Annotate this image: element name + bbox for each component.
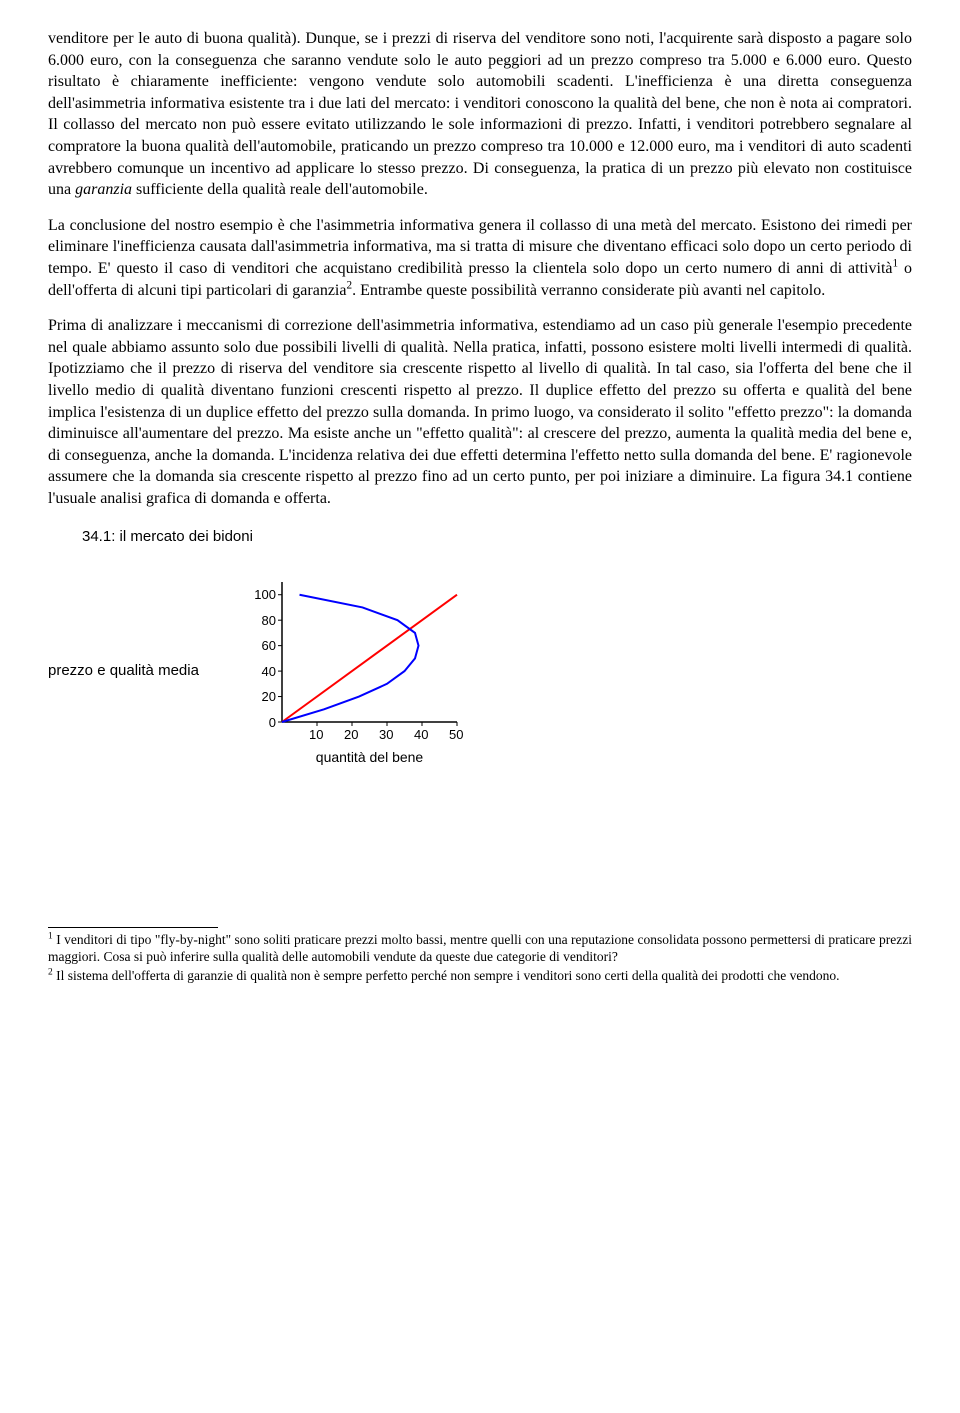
x-tick-label: 40 xyxy=(414,726,428,744)
text: venditore per le auto di buona qualità).… xyxy=(48,30,912,198)
italic-text: garanzia xyxy=(75,181,132,198)
footnote-text-2: Il sistema dell'offerta di garanzie di q… xyxy=(53,968,840,983)
text: . Entrambe queste possibilità verranno c… xyxy=(352,282,825,299)
supply-line xyxy=(282,594,457,721)
chart-svg xyxy=(248,576,463,740)
x-tick-label: 30 xyxy=(379,726,393,744)
paragraph-2: La conclusione del nostro esempio è che … xyxy=(48,215,912,301)
demand-curve xyxy=(282,594,419,721)
paragraph-1: venditore per le auto di buona qualità).… xyxy=(48,28,912,201)
y-tick-label: 60 xyxy=(262,637,276,655)
chart: quantità del bene 0 20 40 60 80 100 10 20 30 40 50 xyxy=(248,576,463,767)
y-tick-label: 0 xyxy=(269,714,276,732)
figure-34-1: 34.1: il mercato dei bidoni prezzo e qua… xyxy=(48,527,912,767)
figure-y-label: prezzo e qualità media xyxy=(48,661,238,681)
paragraph-3: Prima di analizzare i meccanismi di corr… xyxy=(48,315,912,509)
footnote-2: 2 Il sistema dell'offerta di garanzie di… xyxy=(48,968,912,985)
x-tick-label: 10 xyxy=(309,726,323,744)
y-tick-label: 80 xyxy=(262,612,276,630)
text: Prima di analizzare i meccanismi di corr… xyxy=(48,317,912,507)
x-tick-label: 20 xyxy=(344,726,358,744)
y-tick-label: 40 xyxy=(262,663,276,681)
footnote-text-1: I venditori di tipo "fly-by-night" sono … xyxy=(48,932,912,964)
y-tick-label: 100 xyxy=(254,586,276,604)
footnote-1: 1 I venditori di tipo "fly-by-night" son… xyxy=(48,932,912,966)
x-tick-label: 50 xyxy=(449,726,463,744)
figure-body: prezzo e qualità media quantità del bene… xyxy=(48,576,912,767)
footnotes: 1 I venditori di tipo "fly-by-night" son… xyxy=(48,932,912,985)
y-tick-label: 20 xyxy=(262,688,276,706)
text: sufficiente della qualità reale dell'aut… xyxy=(132,181,428,198)
figure-title: 34.1: il mercato dei bidoni xyxy=(82,527,912,547)
figure-x-label: quantità del bene xyxy=(282,748,457,767)
text: La conclusione del nostro esempio è che … xyxy=(48,217,912,277)
footnote-separator xyxy=(48,927,218,928)
